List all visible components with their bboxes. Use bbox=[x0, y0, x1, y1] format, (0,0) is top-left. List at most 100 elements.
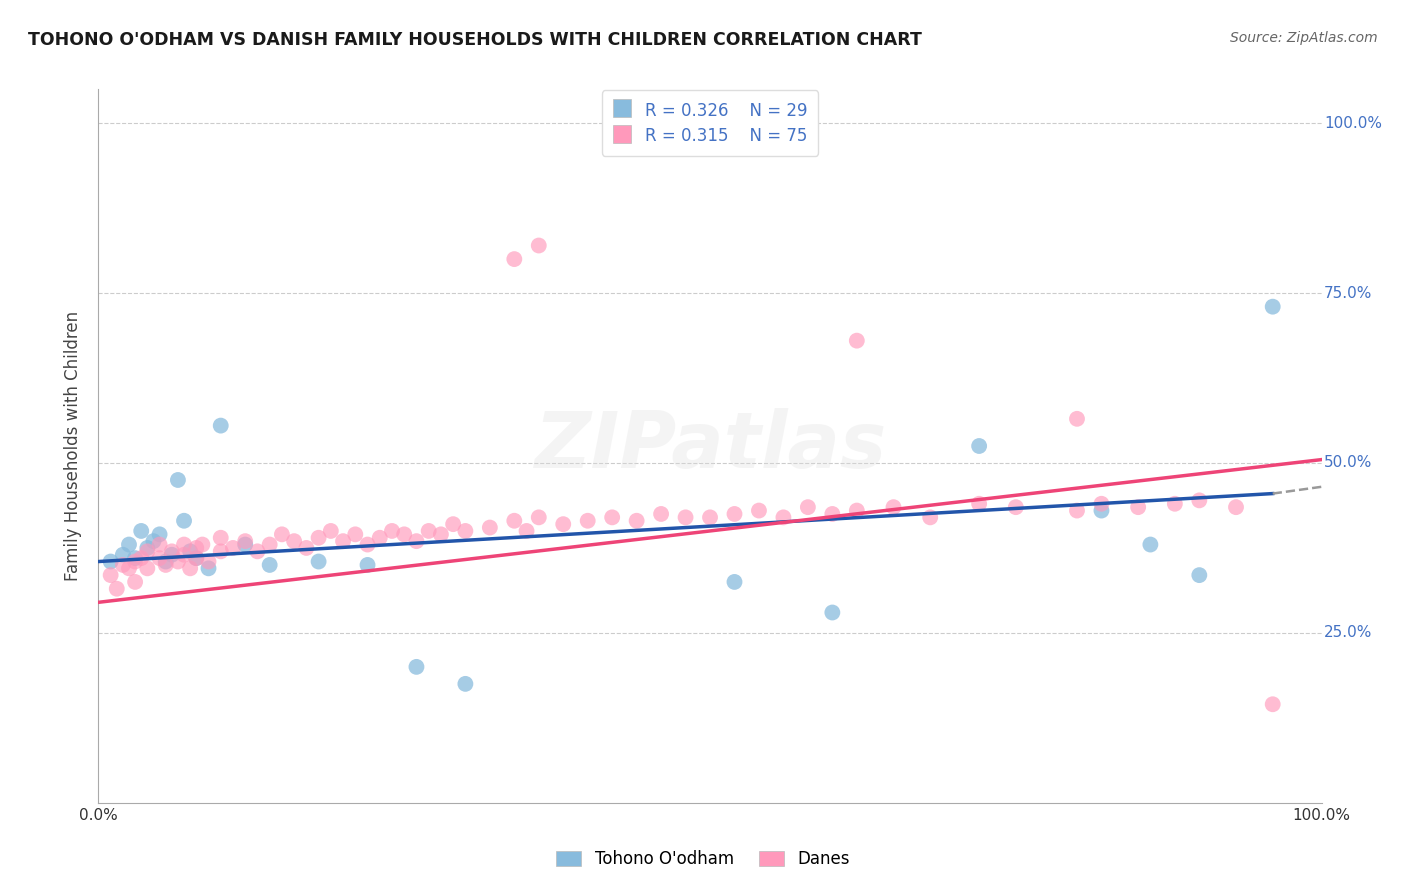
Point bbox=[173, 537, 195, 551]
Point bbox=[197, 555, 219, 569]
Point bbox=[344, 527, 367, 541]
Point bbox=[967, 439, 990, 453]
Point bbox=[356, 537, 378, 551]
Point bbox=[233, 534, 256, 549]
Point bbox=[186, 541, 208, 555]
Point bbox=[748, 503, 770, 517]
Point bbox=[197, 561, 219, 575]
Point bbox=[478, 520, 501, 534]
Point bbox=[1225, 500, 1247, 515]
Point bbox=[173, 548, 195, 562]
Point bbox=[553, 517, 575, 532]
Point bbox=[100, 568, 122, 582]
Point bbox=[319, 524, 342, 538]
Point bbox=[576, 514, 599, 528]
Point bbox=[270, 527, 294, 541]
Point bbox=[149, 551, 172, 566]
Text: 100.0%: 100.0% bbox=[1324, 116, 1382, 131]
Point bbox=[1066, 503, 1088, 517]
Point bbox=[259, 558, 281, 572]
Point bbox=[209, 531, 232, 545]
Point bbox=[136, 561, 159, 575]
Point bbox=[295, 541, 318, 555]
Point bbox=[503, 514, 526, 528]
Point bbox=[1090, 503, 1112, 517]
Point bbox=[368, 531, 391, 545]
Point bbox=[405, 534, 427, 549]
Legend: Tohono O'odham, Danes: Tohono O'odham, Danes bbox=[550, 844, 856, 875]
Point bbox=[441, 517, 464, 532]
Point bbox=[430, 527, 453, 541]
Point bbox=[1188, 568, 1211, 582]
Point bbox=[332, 534, 354, 549]
Point bbox=[142, 534, 165, 549]
Point bbox=[626, 514, 648, 528]
Point bbox=[155, 555, 177, 569]
Point bbox=[600, 510, 623, 524]
Point bbox=[699, 510, 721, 524]
Point bbox=[845, 503, 868, 517]
Point bbox=[173, 514, 195, 528]
Point bbox=[821, 606, 844, 620]
Point bbox=[246, 544, 269, 558]
Point bbox=[179, 561, 201, 575]
Text: 50.0%: 50.0% bbox=[1324, 456, 1372, 470]
Point bbox=[118, 537, 141, 551]
Point bbox=[1261, 698, 1284, 712]
Point bbox=[179, 544, 201, 558]
Point bbox=[797, 500, 820, 515]
Point bbox=[167, 555, 190, 569]
Point bbox=[283, 534, 305, 549]
Point bbox=[527, 510, 550, 524]
Point bbox=[723, 507, 745, 521]
Point bbox=[186, 551, 208, 566]
Point bbox=[129, 551, 152, 566]
Point bbox=[105, 582, 128, 596]
Point bbox=[124, 555, 146, 569]
Point bbox=[405, 660, 427, 674]
Point bbox=[160, 544, 183, 558]
Point bbox=[100, 555, 122, 569]
Point bbox=[160, 548, 183, 562]
Point bbox=[233, 537, 256, 551]
Point bbox=[136, 544, 159, 558]
Text: 75.0%: 75.0% bbox=[1324, 285, 1372, 301]
Point bbox=[1066, 412, 1088, 426]
Legend: R = 0.326    N = 29, R = 0.315    N = 75: R = 0.326 N = 29, R = 0.315 N = 75 bbox=[602, 90, 818, 155]
Point bbox=[392, 527, 416, 541]
Point bbox=[308, 531, 330, 545]
Point bbox=[1164, 497, 1187, 511]
Point bbox=[967, 497, 990, 511]
Point bbox=[527, 238, 550, 252]
Point bbox=[149, 537, 172, 551]
Point bbox=[1004, 500, 1026, 515]
Point bbox=[1261, 300, 1284, 314]
Point bbox=[124, 551, 146, 566]
Point bbox=[111, 548, 134, 562]
Point bbox=[883, 500, 905, 515]
Point bbox=[308, 555, 330, 569]
Point bbox=[149, 527, 172, 541]
Point bbox=[209, 418, 232, 433]
Point bbox=[155, 558, 177, 572]
Point bbox=[845, 334, 868, 348]
Point bbox=[356, 558, 378, 572]
Text: ZIPatlas: ZIPatlas bbox=[534, 408, 886, 484]
Point bbox=[1188, 493, 1211, 508]
Point bbox=[222, 541, 245, 555]
Point bbox=[454, 677, 477, 691]
Text: Source: ZipAtlas.com: Source: ZipAtlas.com bbox=[1230, 31, 1378, 45]
Point bbox=[118, 561, 141, 575]
Point bbox=[136, 541, 159, 555]
Point bbox=[515, 524, 537, 538]
Point bbox=[503, 252, 526, 266]
Point bbox=[259, 537, 281, 551]
Point bbox=[124, 574, 146, 589]
Point bbox=[920, 510, 942, 524]
Point bbox=[111, 558, 134, 572]
Point bbox=[381, 524, 404, 538]
Point bbox=[186, 551, 208, 566]
Point bbox=[191, 537, 214, 551]
Point bbox=[723, 574, 745, 589]
Point bbox=[167, 473, 190, 487]
